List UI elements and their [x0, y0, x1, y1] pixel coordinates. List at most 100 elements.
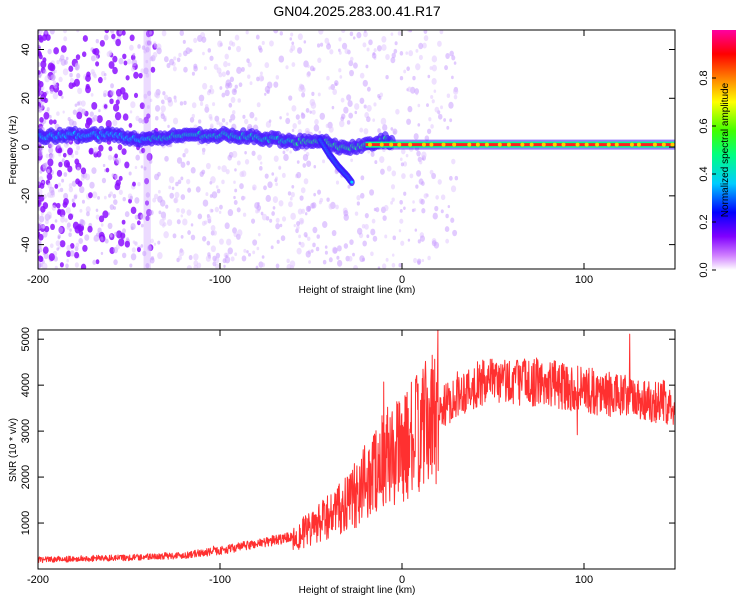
- heatmap-noise-blob: [407, 238, 411, 242]
- heatmap-noise-blob: [207, 48, 212, 53]
- heatmap-noise-blob: [224, 222, 230, 230]
- heatmap-noise-blob: [278, 166, 282, 170]
- heatmap-noise-blob: [69, 77, 74, 84]
- heatmap-noise-blob: [69, 72, 73, 78]
- heatmap-noise-blob: [149, 30, 153, 35]
- colorbar: [712, 30, 736, 270]
- heatmap-noise-blob: [158, 189, 161, 194]
- heatmap-noise-blob: [363, 104, 367, 109]
- heatmap-noise-blob: [47, 48, 52, 55]
- heatmap-noise-blob: [431, 77, 437, 85]
- heatmap-noise-blob: [399, 200, 403, 205]
- heatmap-noise-blob: [324, 37, 330, 44]
- heatmap-noise-blob: [52, 92, 59, 100]
- snr-x-axis-label: Height of straight line (km): [299, 585, 416, 596]
- heatmap-noise-blob: [61, 214, 65, 220]
- heatmap-noise-blob: [391, 262, 396, 268]
- heatmap-noise-blob: [212, 102, 216, 107]
- heatmap-noise-blob: [324, 245, 328, 249]
- heatmap-noise-blob: [391, 170, 397, 177]
- heatmap-noise-blob: [338, 37, 342, 42]
- heatmap-noise-blob: [356, 194, 361, 201]
- heatmap-noise-blob: [349, 31, 354, 37]
- heatmap-noise-blob: [209, 116, 213, 121]
- heatmap-noise-blob: [431, 99, 435, 104]
- heatmap-noise-blob: [100, 236, 104, 241]
- heatmap-noise-blob: [63, 36, 68, 42]
- heatmap-noise-blob: [310, 202, 315, 209]
- heatmap-noise-blob: [332, 88, 338, 95]
- snr-y-tick-label: 4000: [20, 373, 32, 397]
- heatmap-noise-blob: [325, 123, 330, 129]
- heatmap-noise-blob: [225, 254, 228, 259]
- heatmap-noise-blob: [102, 210, 109, 219]
- heatmap-noise-blob: [353, 36, 356, 40]
- heatmap-noise-blob: [116, 157, 122, 165]
- heatmap-noise-blob: [332, 247, 338, 254]
- heatmap-noise-blob: [317, 57, 322, 64]
- heatmap-noise-blob: [322, 259, 327, 265]
- heatmap-noise-blob: [96, 115, 103, 124]
- heatmap-noise-blob: [227, 62, 231, 67]
- heatmap-noise-blob: [146, 105, 150, 109]
- heatmap-noise-blob: [331, 229, 337, 237]
- heatmap-noise-blob: [414, 228, 418, 232]
- heatmap-noise-blob: [117, 144, 123, 151]
- heatmap-noise-blob: [273, 30, 279, 34]
- heatmap-noise-blob: [63, 30, 67, 34]
- heatmap-noise-blob: [221, 71, 226, 77]
- heatmap-noise-blob: [178, 249, 185, 257]
- heatmap-noise-blob: [219, 86, 223, 90]
- heatmap-noise-blob: [275, 263, 280, 269]
- heatmap-noise-blob: [191, 102, 197, 109]
- colorbar-tick-label: 0.2: [698, 214, 710, 229]
- heatmap-noise-blob: [57, 182, 61, 187]
- heatmap-noise-blob: [353, 265, 358, 269]
- heatmap-noise-blob: [289, 260, 296, 268]
- heatmap-noise-blob: [245, 30, 249, 35]
- heatmap-noise-blob: [417, 103, 421, 108]
- heatmap-noise-blob: [214, 115, 220, 122]
- heatmap-noise-blob: [115, 99, 120, 105]
- heatmap-noise-blob: [129, 110, 133, 114]
- heatmap-noise-blob: [128, 123, 133, 128]
- heatmap-noise-blob: [54, 219, 58, 223]
- heatmap-noise-blob: [310, 249, 314, 253]
- heatmap-noise-blob: [216, 120, 220, 125]
- heatmap-noise-blob: [223, 61, 228, 68]
- heatmap-noise-blob: [445, 213, 449, 219]
- heatmap-noise-blob: [423, 30, 428, 34]
- heatmap-noise-blob: [66, 225, 70, 230]
- heatmap-noise-blob: [63, 159, 70, 168]
- heatmap-noise-blob: [236, 207, 241, 213]
- heatmap-noise-blob: [97, 196, 100, 200]
- heatmap-noise-blob: [219, 204, 223, 210]
- heatmap-noise-blob: [66, 258, 70, 263]
- heatmap-noise-blob: [198, 94, 205, 102]
- heatmap-noise-blob: [49, 63, 56, 72]
- heatmap-noise-blob: [231, 150, 238, 158]
- heatmap-noise-blob: [316, 234, 320, 239]
- heatmap-noise-blob: [319, 42, 324, 47]
- heatmap-noise-blob: [275, 75, 280, 80]
- heatmap-noise-blob: [347, 184, 351, 189]
- heatmap-noise-blob: [233, 180, 236, 184]
- heatmap-noise-blob: [38, 61, 41, 68]
- colorbar-tick-label: 0.0: [698, 262, 710, 277]
- heatmap-noise-blob: [218, 122, 223, 128]
- heatmap-noise-blob: [69, 250, 75, 257]
- heatmap-noise-blob: [61, 95, 64, 99]
- carrier-hotspot: [561, 142, 566, 147]
- heatmap-noise-blob: [256, 102, 261, 108]
- heatmap-noise-blob: [290, 32, 294, 37]
- heatmap-noise-blob: [286, 258, 290, 264]
- heatmap-noise-blob: [38, 215, 45, 223]
- heatmap-noise-blob: [130, 226, 134, 231]
- heatmap-noise-blob: [44, 30, 48, 35]
- heatmap-noise-blob: [431, 64, 437, 72]
- heatmap-noise-blob: [380, 117, 387, 125]
- heatmap-noise-blob: [205, 162, 211, 170]
- heatmap-noise-blob: [38, 214, 41, 220]
- heatmap-noise-blob: [362, 79, 368, 87]
- heatmap-noise-blob: [79, 208, 83, 213]
